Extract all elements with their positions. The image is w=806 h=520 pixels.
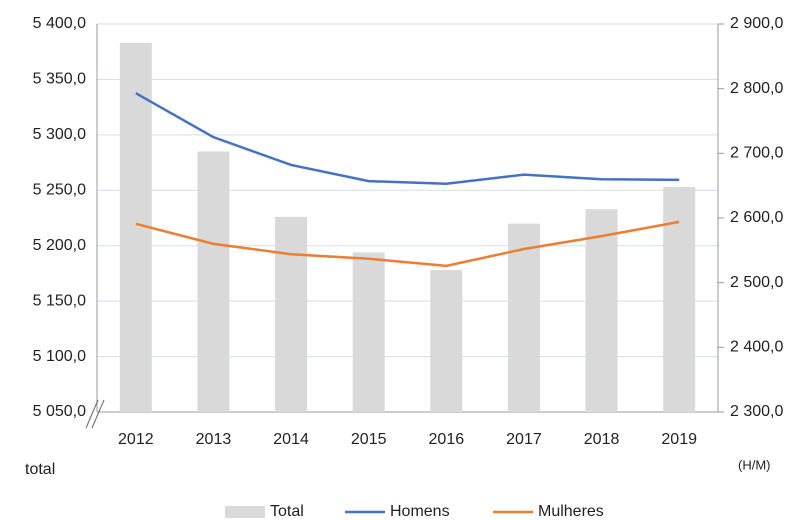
x-tick-label: 2014 [273,431,309,448]
y-tick-label: 5 050,0 [33,403,86,420]
y-tick-label: 5 250,0 [33,182,86,199]
y2-tick-label: 2 800,0 [730,80,783,97]
bar [352,252,385,412]
x-tick-label: 2018 [584,431,620,448]
bar [275,216,308,412]
y-tick-label: 5 300,0 [33,126,86,143]
x-tick-label: 2017 [506,431,542,448]
x-tick-label: 2012 [118,431,154,448]
line-series [135,92,680,185]
y2-tick-label: 2 600,0 [730,209,783,226]
legend-label: Mulheres [538,503,604,520]
legend-swatch [225,506,265,518]
x-tick-label: 2019 [661,431,697,448]
legend-label: Total [270,503,304,520]
y2-tick-label: 2 700,0 [730,145,783,162]
bar [585,209,618,412]
y-tick-label: 5 100,0 [33,348,86,365]
y-tick-label: 5 150,0 [33,292,86,309]
axis-break [91,399,105,429]
y-axis-label: total [25,461,55,478]
x-tick-label: 2016 [429,431,465,448]
x-tick-label: 2015 [351,431,387,448]
bar [197,151,230,412]
y-tick-label: 5 200,0 [33,237,86,254]
legend-label: Homens [390,503,450,520]
y-tick-label: 5 350,0 [33,71,86,88]
x-tick-label: 2013 [196,431,232,448]
bar [430,270,463,412]
line-series [135,220,680,268]
bar [507,223,540,412]
axis-break [85,399,99,429]
y2-tick-label: 2 500,0 [730,274,783,291]
y2-tick-label: 2 400,0 [730,339,783,356]
bar [663,186,696,412]
y2-tick-label: 2 300,0 [730,403,783,420]
y2-tick-label: 2 900,0 [730,15,783,32]
y2-axis-label: (H/M) [738,457,771,472]
y-tick-label: 5 400,0 [33,15,86,32]
